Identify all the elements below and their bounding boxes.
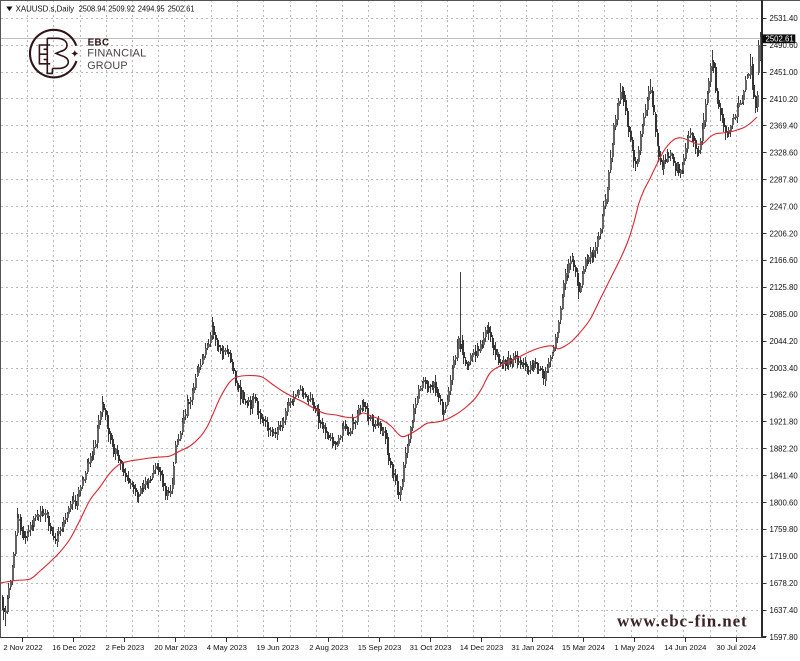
svg-text:1678.20: 1678.20: [770, 579, 799, 588]
svg-text:2508.94: 2508.94: [79, 3, 106, 13]
svg-text:1962.60: 1962.60: [770, 391, 799, 400]
svg-text:31 Jan 2024: 31 Jan 2024: [511, 643, 554, 652]
svg-text:XAUUSD.s,Daily: XAUUSD.s,Daily: [16, 3, 75, 13]
svg-text:2247.00: 2247.00: [770, 202, 799, 211]
svg-text:2494.95: 2494.95: [138, 3, 165, 13]
svg-text:2451.00: 2451.00: [770, 68, 799, 77]
svg-text:1841.40: 1841.40: [770, 471, 799, 480]
svg-text:14 Jun 2024: 14 Jun 2024: [664, 643, 707, 652]
svg-text:2 Nov 2022: 2 Nov 2022: [3, 643, 42, 652]
svg-text:2044.20: 2044.20: [770, 337, 799, 346]
svg-text:1597.80: 1597.80: [770, 633, 799, 642]
svg-text:2502.61: 2502.61: [168, 3, 195, 13]
svg-text:2 Aug 2023: 2 Aug 2023: [309, 643, 348, 652]
svg-text:2085.00: 2085.00: [770, 310, 799, 319]
svg-text:30 Jul 2024: 30 Jul 2024: [716, 643, 756, 652]
svg-text:1882.20: 1882.20: [770, 445, 799, 454]
svg-text:15 Mar 2024: 15 Mar 2024: [562, 643, 606, 652]
svg-text:1921.80: 1921.80: [770, 418, 799, 427]
svg-text:1 May 2024: 1 May 2024: [614, 643, 655, 652]
svg-text:2502.61: 2502.61: [766, 34, 794, 43]
svg-text:FINANCIAL: FINANCIAL: [87, 48, 146, 60]
svg-text:GROUP: GROUP: [87, 60, 128, 72]
svg-text:2 Feb 2023: 2 Feb 2023: [105, 643, 144, 652]
svg-text:EBC: EBC: [88, 37, 110, 48]
svg-text:14 Dec 2023: 14 Dec 2023: [460, 643, 504, 652]
svg-text:2531.40: 2531.40: [770, 14, 799, 23]
svg-text:15 Sep 2023: 15 Sep 2023: [358, 643, 402, 652]
svg-text:4 May 2023: 4 May 2023: [207, 643, 247, 652]
svg-text:1719.00: 1719.00: [770, 552, 799, 561]
svg-text:1759.80: 1759.80: [770, 525, 799, 534]
svg-text:2003.40: 2003.40: [770, 364, 799, 373]
svg-text:16 Dec 2022: 16 Dec 2022: [52, 643, 96, 652]
svg-text:2328.60: 2328.60: [770, 149, 799, 158]
svg-text:2410.20: 2410.20: [770, 95, 799, 104]
svg-text:2490.60: 2490.60: [770, 41, 799, 50]
svg-text:2125.80: 2125.80: [770, 283, 799, 292]
svg-text:31 Oct 2023: 31 Oct 2023: [410, 643, 452, 652]
svg-text:1637.40: 1637.40: [770, 606, 799, 615]
svg-text:19 Jun 2023: 19 Jun 2023: [257, 643, 299, 652]
svg-text:2206.20: 2206.20: [770, 229, 799, 238]
svg-text:2166.60: 2166.60: [770, 256, 799, 265]
svg-text:2509.92: 2509.92: [108, 3, 135, 13]
svg-text:2287.80: 2287.80: [770, 176, 799, 185]
svg-text:1800.60: 1800.60: [770, 498, 799, 507]
svg-text:2369.40: 2369.40: [770, 122, 799, 131]
svg-text:20 Mar 2023: 20 Mar 2023: [154, 643, 197, 652]
svg-text:www.ebc-fin.net: www.ebc-fin.net: [617, 611, 748, 630]
